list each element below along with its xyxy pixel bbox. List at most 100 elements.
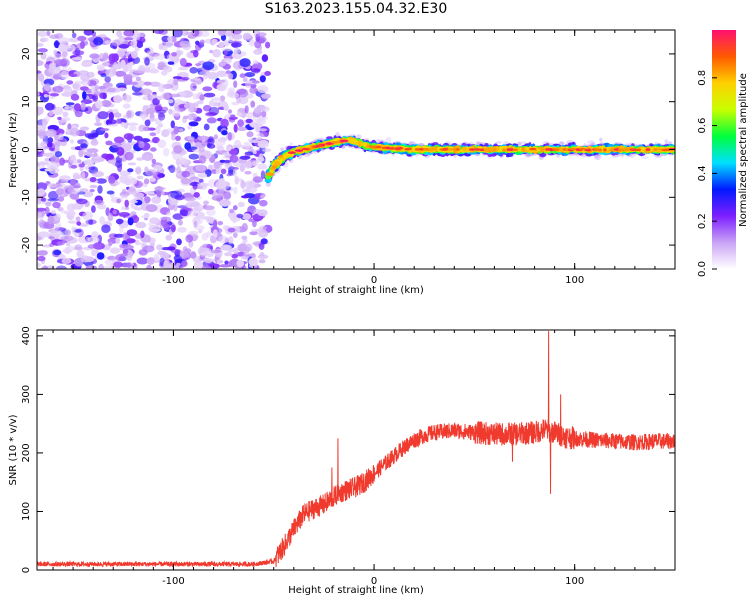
- heatmap-speckle: [214, 139, 226, 147]
- heatmap-speckle: [132, 79, 145, 88]
- heatmap-speckle: [42, 37, 49, 42]
- heatmap-speckle: [71, 226, 76, 232]
- heatmap-speckle: [152, 97, 160, 106]
- heatmap-speckle: [143, 126, 151, 132]
- heatmap-speckle: [179, 250, 190, 259]
- heatmap-speckle: [140, 88, 152, 96]
- heatmap-speckle: [72, 50, 85, 56]
- heatmap-speckle: [37, 262, 42, 268]
- heatmap-speckle: [126, 262, 132, 269]
- heatmap-speckle: [193, 49, 199, 58]
- heatmap-speckle: [198, 145, 205, 153]
- heatmap-speckle: [248, 257, 258, 266]
- heatmap-speckle: [78, 163, 86, 168]
- heatmap-ridge-cell: [649, 143, 653, 147]
- heatmap-speckle: [99, 128, 110, 132]
- heatmap-speckle: [120, 121, 126, 128]
- heatmap-speckle: [215, 180, 227, 190]
- heatmap-speckle: [260, 194, 265, 199]
- heatmap-speckle: [223, 191, 231, 200]
- heatmap-speckle: [173, 145, 183, 154]
- heatmap-speckle: [101, 153, 110, 159]
- heatmap-speckle: [171, 52, 177, 57]
- heatmap-speckle: [133, 70, 146, 74]
- heatmap-speckle: [140, 215, 150, 219]
- heatmap-speckle: [157, 250, 166, 256]
- heatmap-ridge-cell: [335, 131, 340, 138]
- heatmap-speckle: [241, 222, 248, 232]
- heatmap-speckle: [179, 40, 191, 48]
- heatmap-speckle: [52, 85, 64, 93]
- heatmap-speckle: [138, 124, 146, 132]
- heatmap-speckle: [80, 255, 91, 263]
- heatmap-speckle: [172, 76, 183, 80]
- heatmap-speckle: [207, 138, 213, 143]
- heatmap-speckle: [69, 73, 78, 78]
- heatmap-speckle: [116, 49, 126, 58]
- heatmap-speckle: [203, 200, 209, 206]
- heatmap-speckle: [142, 245, 155, 253]
- heatmap-speckle: [143, 178, 150, 185]
- heatmap-speckle: [49, 62, 57, 69]
- heatmap-speckle: [54, 40, 60, 49]
- heatmap-speckle: [149, 228, 162, 232]
- heatmap-speckle: [37, 199, 42, 205]
- heatmap-speckle: [127, 122, 139, 126]
- heatmap-speckle: [108, 175, 116, 184]
- heatmap-speckle: [76, 221, 82, 226]
- heatmap-speckle: [250, 121, 256, 128]
- heatmap-speckle: [91, 205, 96, 213]
- heatmap-ridge-cell: [557, 141, 566, 145]
- heatmap-speckle: [64, 246, 71, 255]
- heatmap-speckle: [210, 97, 222, 102]
- heatmap-speckle: [143, 81, 152, 86]
- heatmap-speckle: [257, 85, 269, 94]
- heatmap-speckle: [72, 83, 80, 89]
- heatmap-speckle: [146, 257, 155, 265]
- heatmap-speckle: [175, 158, 181, 166]
- heatmap-speckle: [219, 264, 231, 268]
- heatmap-speckle: [162, 261, 173, 269]
- heatmap-speckle: [131, 50, 138, 59]
- heatmap-speckle: [161, 92, 171, 100]
- heatmap-speckle: [259, 75, 266, 83]
- heatmap-speckle: [45, 202, 52, 207]
- heatmap-speckle: [214, 164, 220, 169]
- heatmap-speckle: [239, 51, 247, 57]
- heatmap-speckle: [152, 30, 165, 34]
- heatmap-speckle: [216, 228, 223, 234]
- heatmap-speckle: [37, 212, 42, 217]
- heatmap-speckle: [204, 111, 217, 117]
- heatmap-speckle: [260, 106, 270, 112]
- heatmap-speckle: [170, 120, 175, 129]
- heatmap-speckle: [80, 143, 88, 149]
- heatmap-speckle: [126, 229, 138, 237]
- heatmap-speckle: [45, 115, 51, 123]
- heatmap-speckle: [258, 242, 265, 250]
- heatmap-speckle: [56, 265, 67, 269]
- heatmap-speckle: [80, 102, 86, 111]
- heatmap-speckle: [196, 100, 204, 105]
- heatmap-speckle: [252, 176, 264, 183]
- heatmap-speckle: [52, 73, 63, 80]
- heatmap-speckle: [127, 58, 133, 63]
- heatmap-ridge-cell: [289, 142, 293, 146]
- heatmap-speckle: [219, 61, 227, 67]
- heatmap-speckle: [67, 220, 77, 224]
- heatmap-speckle: [185, 234, 194, 243]
- heatmap-speckle: [108, 109, 114, 114]
- heatmap-speckle: [113, 261, 123, 268]
- heatmap-speckle: [135, 76, 141, 81]
- heatmap-speckle: [126, 238, 136, 244]
- heatmap-ridge-cell: [641, 156, 650, 160]
- heatmap-speckle: [177, 219, 183, 226]
- heatmap-speckle: [105, 140, 113, 146]
- heatmap-speckle: [70, 178, 76, 186]
- heatmap-speckle: [71, 32, 77, 38]
- heatmap-ridge-cell: [599, 137, 603, 142]
- heatmap-speckle: [112, 39, 121, 47]
- heatmap-speckle: [60, 118, 68, 123]
- heatmap-speckle: [93, 37, 104, 46]
- heatmap-speckle: [213, 219, 218, 228]
- heatmap-speckle: [229, 208, 235, 214]
